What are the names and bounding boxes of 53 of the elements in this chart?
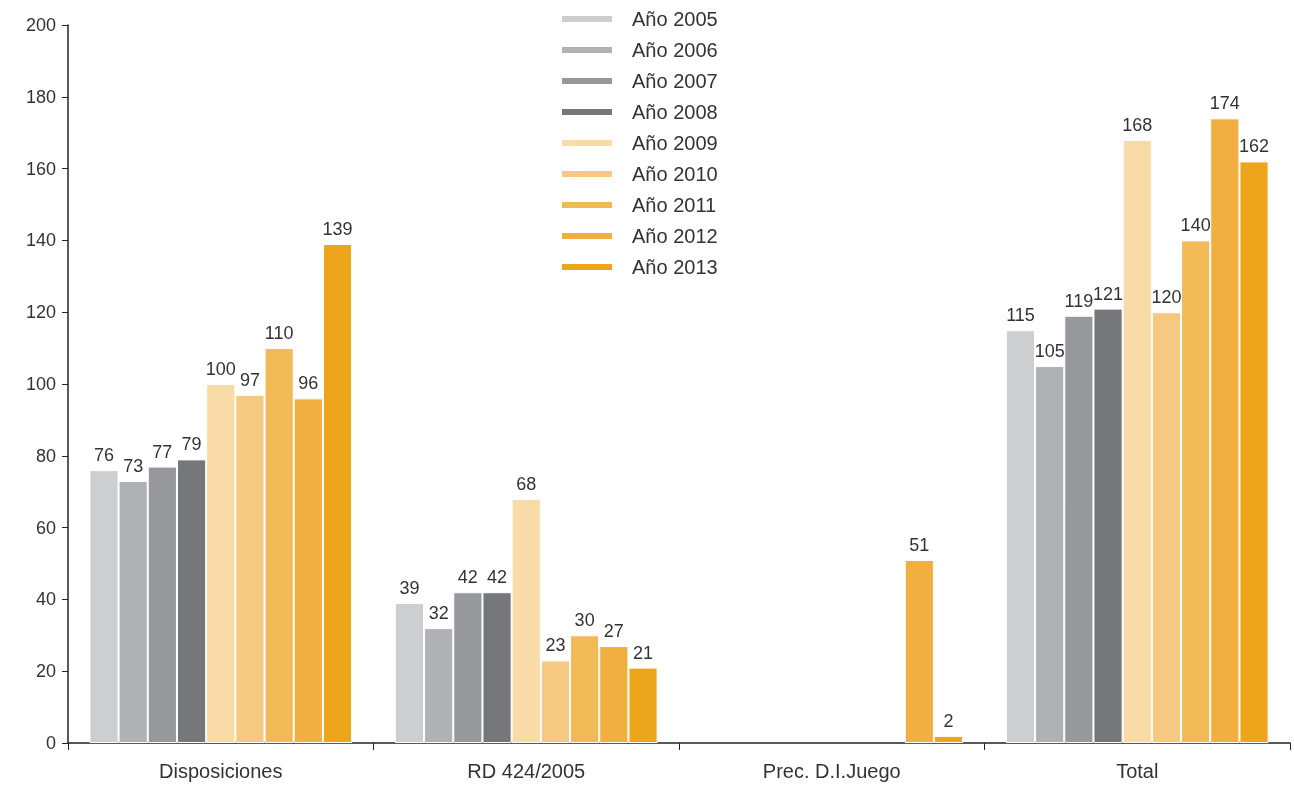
data-label: 42 (487, 567, 508, 588)
data-label: 30 (574, 610, 595, 631)
y-tick-label: 60 (35, 517, 56, 538)
data-label: 100 (205, 359, 236, 379)
legend-label: Año 2013 (632, 256, 718, 278)
data-label: 2 (943, 710, 954, 731)
y-tick-label: 100 (25, 374, 56, 394)
data-label: 42 (457, 567, 478, 588)
y-tick-label: 80 (35, 445, 56, 466)
data-label: 27 (603, 621, 624, 642)
y-tick-label: 0 (45, 733, 56, 753)
data-label: 77 (152, 441, 173, 462)
legend-label: Año 2006 (632, 39, 718, 61)
data-label: 76 (93, 445, 114, 466)
y-tick-label: 200 (25, 15, 56, 35)
x-tick-label: RD 424/2005 (467, 760, 586, 782)
data-label: 162 (1239, 136, 1270, 157)
y-tick-label: 140 (25, 230, 56, 251)
data-label: 110 (264, 323, 294, 344)
x-tick-label: Disposiciones (159, 760, 283, 782)
data-label: 119 (1064, 290, 1094, 311)
data-label: 168 (1122, 114, 1153, 135)
data-label: 115 (1006, 305, 1035, 326)
legend-label: Año 2010 (632, 163, 718, 185)
data-label: 105 (1034, 341, 1065, 362)
data-label: 79 (181, 434, 202, 455)
y-tick-label: 160 (25, 158, 56, 179)
legend-label: Año 2008 (632, 101, 718, 123)
legend-label: Año 2005 (632, 8, 718, 30)
data-label: 51 (909, 534, 930, 555)
data-label: 120 (1151, 287, 1182, 308)
data-label: 23 (545, 635, 566, 656)
x-tick-label: Total (1116, 760, 1159, 782)
data-label: 32 (428, 603, 449, 624)
y-tick-label: 180 (25, 86, 56, 107)
data-label: 96 (298, 373, 319, 394)
legend-label: Año 2007 (632, 70, 718, 92)
data-label: 140 (1180, 215, 1211, 236)
y-tick-label: 20 (35, 661, 56, 682)
data-label: 174 (1209, 93, 1240, 114)
y-tick-label: 120 (25, 302, 56, 323)
data-label: 21 (633, 642, 654, 663)
data-label: 68 (516, 473, 537, 494)
data-label: 121 (1093, 283, 1124, 304)
data-label: 39 (399, 577, 420, 598)
data-label: 73 (123, 455, 144, 476)
data-label: 97 (239, 369, 260, 390)
legend-label: Año 2009 (632, 132, 718, 154)
legend-label: Año 2011 (632, 194, 717, 216)
legend-label: Año 2012 (632, 225, 718, 247)
data-label: 139 (322, 218, 353, 239)
y-tick-label: 40 (35, 589, 56, 610)
x-tick-label: Prec. D.I.Juego (762, 760, 901, 782)
